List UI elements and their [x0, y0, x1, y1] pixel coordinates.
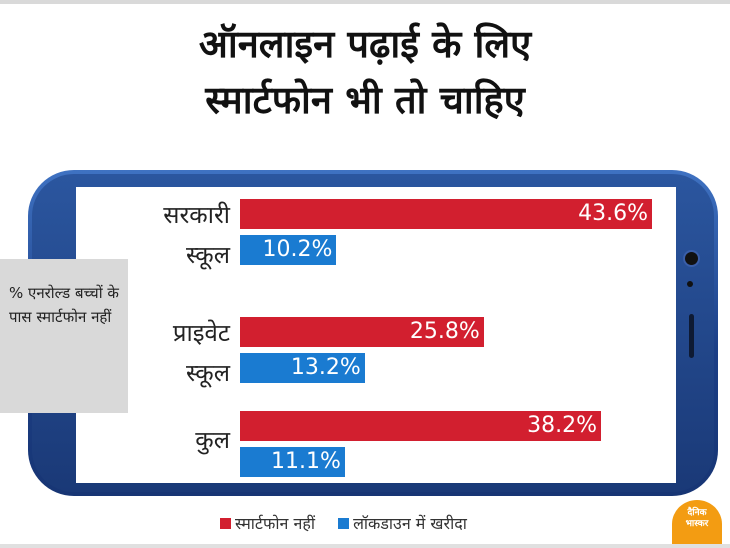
title-line-2: स्मार्टफोन भी तो चाहिए [205, 78, 525, 122]
side-note: % एनरोल्ड बच्चों के पास स्मार्टफोन नहीं [9, 284, 119, 326]
bar-series-2-cat-2 [240, 353, 365, 383]
bottom-border [0, 544, 730, 548]
title-line-1: ऑनलाइन पढ़ाई के लिए [198, 22, 532, 66]
bar-series-1-cat-2 [240, 317, 484, 347]
bar-series-1-cat-3 [240, 411, 601, 441]
phone-speaker-icon [689, 314, 694, 358]
legend-label-1: स्मार्टफोन नहीं [235, 514, 315, 533]
data-label-series-1-cat-1: 43.6% [578, 201, 649, 226]
bar-series-1-cat-1 [240, 199, 653, 229]
bar-series-2-cat-1 [240, 235, 337, 265]
data-label-series-2-cat-2: 13.2% [290, 355, 361, 380]
legend-label-2: लॉकडाउन में खरीदा [353, 514, 467, 533]
legend-swatch-blue [338, 518, 350, 529]
category-label-1: सरकारी स्कूल [163, 201, 230, 269]
brand-logo-text: दैनिक भास्कर [685, 508, 709, 529]
category-label-2: प्राइवेट स्कूल [172, 319, 230, 387]
bar-series-2-cat-3 [240, 447, 345, 477]
phone-sensor-icon [687, 281, 693, 287]
legend-item-series-2: लॉकडाउन में खरीदा [338, 512, 467, 534]
top-border [0, 0, 730, 4]
data-label-series-1-cat-2: 25.8% [409, 319, 480, 344]
category-label-3: कुल [195, 426, 230, 454]
data-label-series-2-cat-1: 10.2% [262, 237, 333, 262]
side-note-box: % एनरोल्ड बच्चों के पास स्मार्टफोन नहीं [0, 259, 128, 413]
data-label-series-1-cat-3: 38.2% [527, 413, 597, 438]
brand-logo: दैनिक भास्कर [672, 500, 722, 548]
legend-item-series-1: स्मार्टफोन नहीं [220, 512, 315, 534]
legend-swatch-red [220, 518, 231, 529]
chart-title: ऑनलाइन पढ़ाई के लिए स्मार्टफोन भी तो चाह… [0, 16, 730, 128]
phone-camera-icon [683, 250, 700, 267]
data-label-series-2-cat-3: 11.1% [271, 449, 341, 474]
legend: स्मार्टफोन नहीं लॉकडाउन में खरीदा [220, 512, 485, 534]
